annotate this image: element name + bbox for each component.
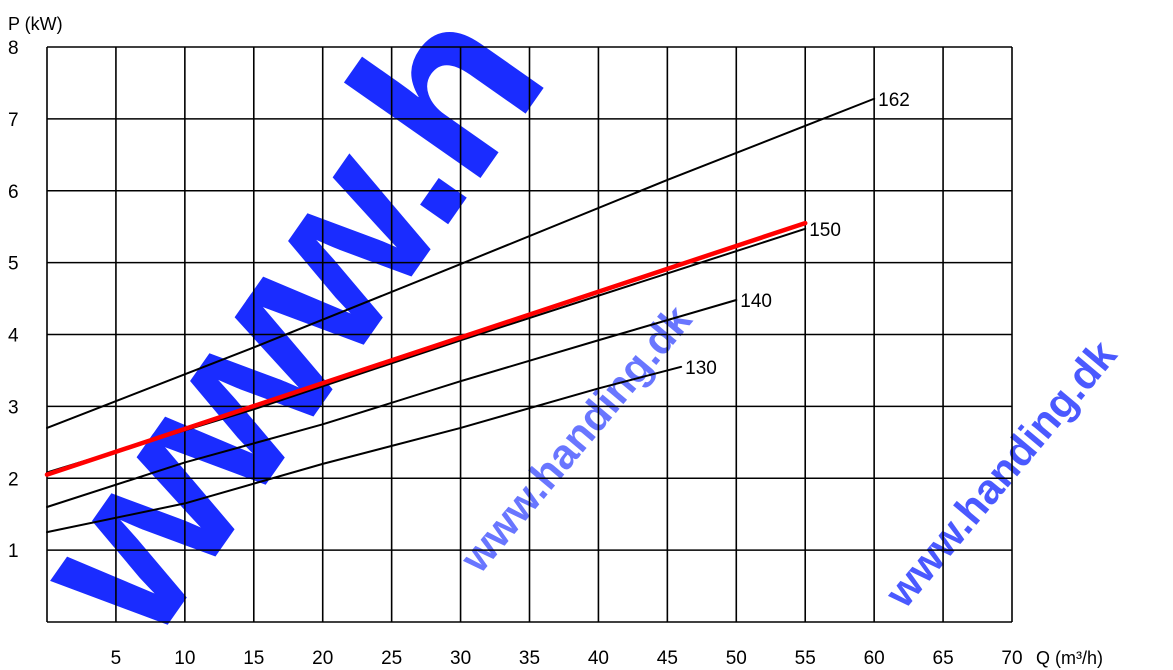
y-tick-label: 1 (8, 541, 19, 562)
x-tick-label: 10 (174, 648, 195, 669)
x-tick-label: 70 (1001, 648, 1022, 669)
series-label: 140 (740, 291, 772, 312)
series-label: 162 (878, 90, 910, 111)
y-tick-label: 2 (8, 469, 19, 490)
x-tick-label: 20 (312, 648, 333, 669)
watermark-small-center: www.handing.dk (450, 296, 701, 582)
y-tick-label: 3 (8, 397, 19, 418)
series-line-highlight (44, 220, 808, 477)
y-axis-label: P (kW) (8, 14, 63, 34)
x-tick-label: 65 (933, 648, 954, 669)
y-tick-label: 7 (8, 110, 19, 131)
y-tick-label: 5 (8, 254, 19, 275)
series-labels: 162 150 140 130 (685, 90, 910, 379)
x-tick-label: 30 (450, 648, 471, 669)
grid (46, 46, 1013, 623)
x-axis-label: Q (m³/h) (1036, 648, 1103, 668)
x-tick-label: 15 (243, 648, 264, 669)
x-tick-label: 45 (657, 648, 678, 669)
series-line (46, 299, 738, 508)
series-label: 130 (685, 358, 717, 379)
x-tick-label: 25 (381, 648, 402, 669)
series-line (46, 97, 876, 429)
y-tick-label: 4 (8, 326, 19, 347)
x-tick-label: 5 (111, 648, 122, 669)
x-tick-label: 40 (588, 648, 609, 669)
y-tick-label: 8 (8, 38, 19, 59)
series-line (46, 365, 683, 534)
y-tick-label: 6 (8, 182, 19, 203)
watermark-small-right: www.handing.dk (875, 331, 1126, 617)
series-layer (44, 97, 876, 534)
x-tick-label: 55 (795, 648, 816, 669)
x-tick-label: 35 (519, 648, 540, 669)
series-label: 150 (809, 220, 841, 241)
x-tick-label: 50 (726, 648, 747, 669)
x-tick-label: 60 (864, 648, 885, 669)
